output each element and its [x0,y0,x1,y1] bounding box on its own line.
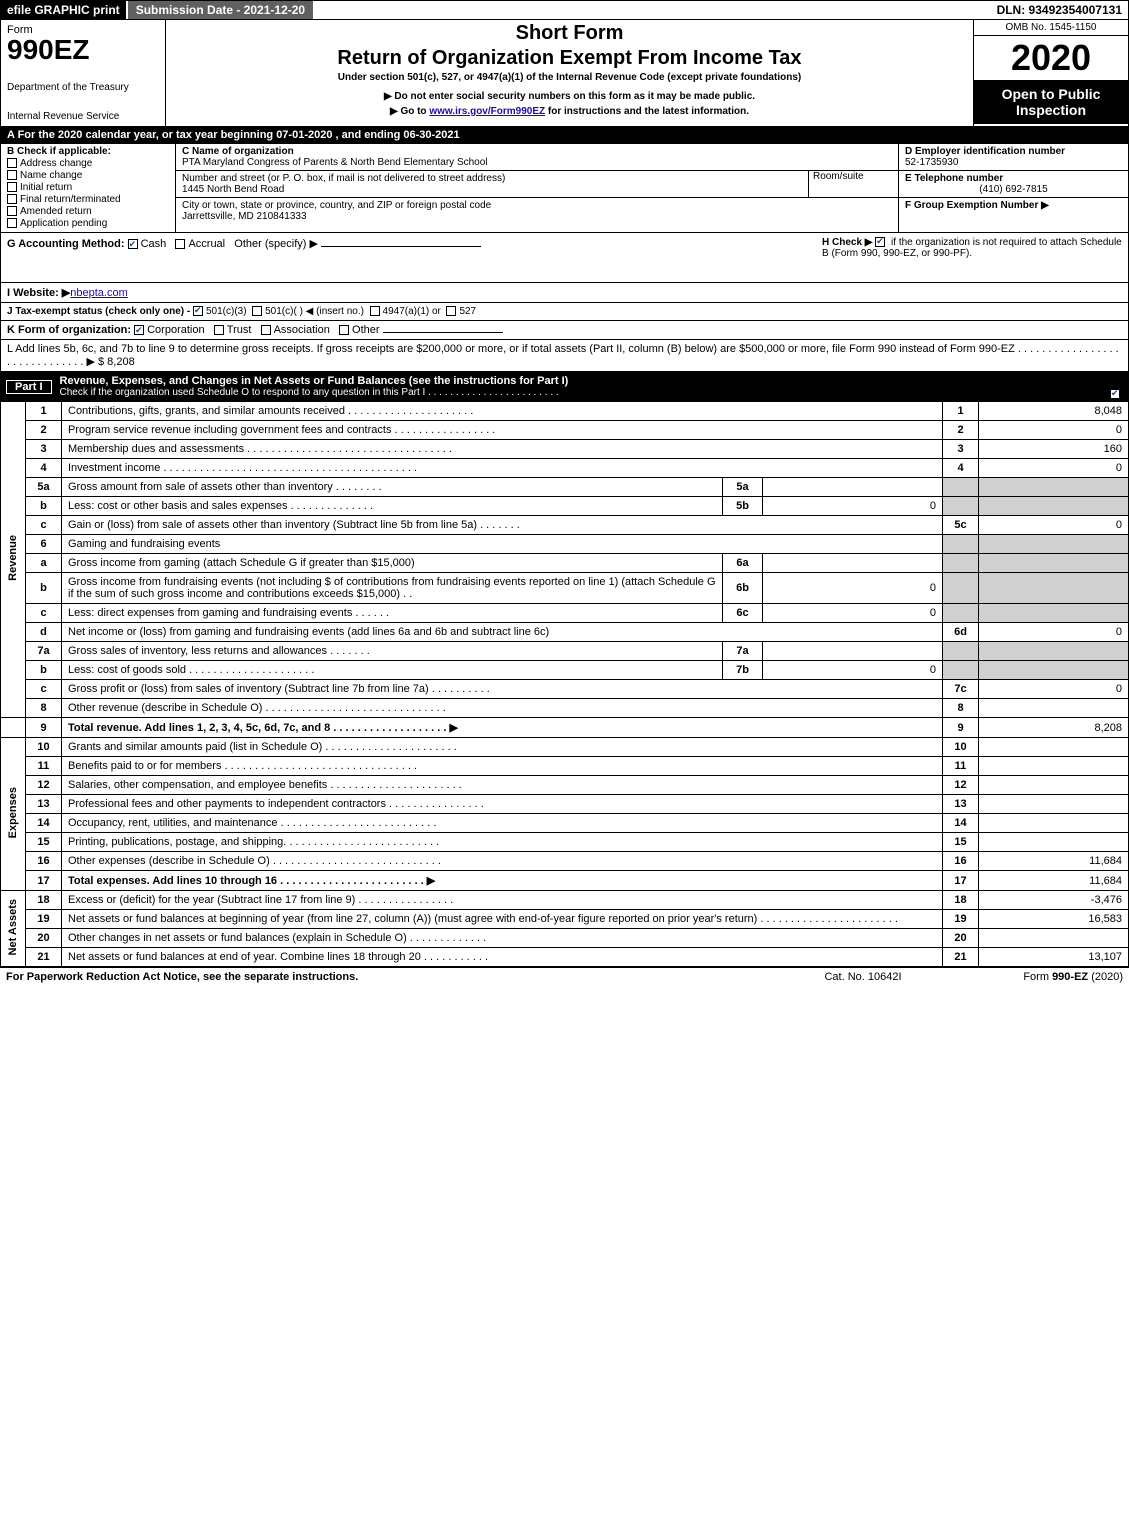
col-c: C Name of organization PTA Maryland Cong… [176,144,898,232]
tel: (410) 692-7815 [905,184,1122,195]
cb-name-change[interactable]: Name change [7,170,169,181]
lines-table: Revenue 1Contributions, gifts, grants, a… [0,402,1129,967]
header-left: Form 990EZ Department of the Treasury In… [1,20,166,126]
h-checkbox[interactable] [875,237,885,247]
vtab-expenses: Expenses [1,738,26,891]
open-inspection: Open to Public Inspection [974,80,1128,124]
cb-other[interactable] [339,325,349,335]
col-b: B Check if applicable: Address change Na… [1,144,176,232]
dept-irs: Internal Revenue Service [7,111,159,122]
org-name-row: C Name of organization PTA Maryland Cong… [176,144,898,171]
submission-date: Submission Date - 2021-12-20 [128,1,313,19]
irs-link[interactable]: www.irs.gov/Form990EZ [429,106,545,117]
ein-row: D Employer identification number 52-1735… [899,144,1128,171]
form-header: Form 990EZ Department of the Treasury In… [0,20,1129,127]
group-exemption: F Group Exemption Number ▶ [899,198,1128,213]
block-j: J Tax-exempt status (check only one) - 5… [0,303,1129,321]
cb-final-return[interactable]: Final return/terminated [7,194,169,205]
city: Jarrettsville, MD 210841333 [182,211,892,222]
page-footer: For Paperwork Reduction Act Notice, see … [0,967,1129,986]
note2a: ▶ Go to [390,106,429,117]
cb-assoc[interactable] [261,325,271,335]
return-subtitle: Under section 501(c), 527, or 4947(a)(1)… [174,72,965,83]
website-link[interactable]: nbepta.com [70,287,127,299]
ein-label: D Employer identification number [905,146,1122,157]
col-d: D Employer identification number 52-1735… [898,144,1128,232]
block-gh: H Check ▶ if the organization is not req… [0,233,1129,283]
dln: DLN: 93492354007131 [991,1,1128,19]
part1-title: Revenue, Expenses, and Changes in Net As… [60,375,1123,387]
return-title: Return of Organization Exempt From Incom… [174,47,965,70]
city-row: City or town, state or province, country… [176,198,898,224]
cb-cash[interactable] [128,239,138,249]
cb-amended-return[interactable]: Amended return [7,206,169,217]
footer-right: Form 990-EZ (2020) [963,971,1123,983]
dept-treasury: Department of the Treasury [7,82,159,93]
cb-address-change[interactable]: Address change [7,158,169,169]
cb-trust[interactable] [214,325,224,335]
note2b: for instructions and the latest informat… [545,106,749,117]
header-right: OMB No. 1545-1150 2020 Open to Public In… [973,20,1128,126]
efile-print[interactable]: efile GRAPHIC print [1,1,126,19]
cb-accrual[interactable] [175,239,185,249]
cb-initial-return[interactable]: Initial return [7,182,169,193]
room-label: Room/suite [813,171,898,182]
addr: 1445 North Bend Road [182,184,808,195]
short-form-title: Short Form [174,22,965,45]
vtab-netassets: Net Assets [1,891,26,967]
city-label: City or town, state or province, country… [182,200,892,211]
part1-sub: Check if the organization used Schedule … [60,387,1123,398]
addr-row: Number and street (or P. O. box, if mail… [176,171,898,198]
addr-label: Number and street (or P. O. box, if mail… [182,173,808,184]
section-bcd: B Check if applicable: Address change Na… [0,144,1129,233]
form-number: 990EZ [7,36,159,64]
vtab-revenue: Revenue [1,402,26,718]
top-bar: efile GRAPHIC print Submission Date - 20… [0,0,1129,20]
block-k: K Form of organization: Corporation Trus… [0,321,1129,340]
cb-527[interactable] [446,306,456,316]
omb-number: OMB No. 1545-1150 [974,20,1128,36]
cb-4947[interactable] [370,306,380,316]
instructions-note: ▶ Go to www.irs.gov/Form990EZ for instru… [174,106,965,117]
line-a: A For the 2020 calendar year, or tax yea… [0,127,1129,144]
tel-label: E Telephone number [905,173,1122,184]
part1-checkbox[interactable] [1110,389,1120,399]
block-i: I Website: ▶nbepta.com [0,283,1129,303]
b-header: B Check if applicable: [7,146,169,157]
org-name: PTA Maryland Congress of Parents & North… [182,157,892,168]
footer-left: For Paperwork Reduction Act Notice, see … [6,971,763,983]
tax-year: 2020 [974,36,1128,80]
part-label: Part I [6,380,52,394]
cb-501c3[interactable] [193,306,203,316]
cb-501c[interactable] [252,306,262,316]
cb-corp[interactable] [134,325,144,335]
header-center: Short Form Return of Organization Exempt… [166,20,973,126]
org-name-label: C Name of organization [182,146,892,157]
part1-header: Part I Revenue, Expenses, and Changes in… [0,372,1129,402]
ein: 52-1735930 [905,157,1122,168]
cb-application-pending[interactable]: Application pending [7,218,169,229]
l-value: 8,208 [107,356,135,368]
ssn-note: ▶ Do not enter social security numbers o… [174,91,965,102]
tel-row: E Telephone number (410) 692-7815 [899,171,1128,198]
h-note: H Check ▶ if the organization is not req… [822,237,1122,259]
block-l: L Add lines 5b, 6c, and 7b to line 9 to … [0,340,1129,372]
g-label: G Accounting Method: [7,238,128,250]
footer-mid: Cat. No. 10642I [763,971,963,983]
